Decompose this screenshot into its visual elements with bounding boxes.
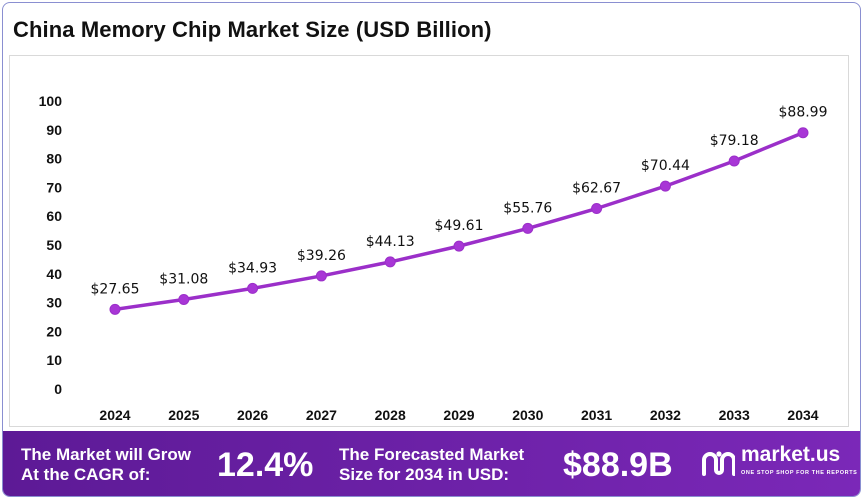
data-point: [178, 293, 190, 305]
cagr-label-line2: At the CAGR of:: [21, 465, 151, 484]
y-tick-label: 50: [46, 237, 62, 253]
y-tick-label: 90: [46, 122, 62, 138]
x-tick-label: 2031: [581, 407, 612, 423]
x-tick-label: 2026: [237, 407, 268, 423]
footer-banner: The Market will Grow At the CAGR of: 12.…: [3, 431, 860, 496]
y-tick-label: 100: [39, 93, 63, 109]
x-tick-label: 2032: [650, 407, 681, 423]
data-label: $27.65: [91, 281, 140, 297]
y-tick-label: 20: [46, 323, 62, 339]
data-point: [591, 203, 603, 215]
x-tick-label: 2034: [787, 407, 818, 423]
x-tick-label: 2030: [512, 407, 543, 423]
y-tick-label: 80: [46, 151, 62, 167]
forecast-label-line2: Size for 2034 in USD:: [339, 465, 510, 484]
data-label: $62.67: [572, 181, 621, 197]
cagr-label-line1: The Market will Grow: [21, 445, 192, 464]
data-point: [247, 282, 259, 294]
x-tick-label: 2027: [306, 407, 337, 423]
x-tick-label: 2028: [375, 407, 406, 423]
data-label: $88.99: [779, 105, 828, 121]
data-point: [315, 270, 327, 282]
logo-name: market.us: [741, 443, 841, 466]
data-point: [453, 240, 465, 252]
forecast-label-line1: The Forecasted Market: [339, 445, 525, 464]
cagr-value: 12.4%: [217, 446, 314, 484]
chart-title: China Memory Chip Market Size (USD Billi…: [13, 17, 492, 42]
data-label: $55.76: [503, 200, 552, 216]
data-label: $31.08: [159, 271, 208, 287]
data-point: [728, 155, 740, 167]
data-label: $34.93: [228, 260, 277, 276]
market-us-logo-icon: [702, 451, 735, 476]
y-tick-label: 60: [46, 208, 62, 224]
logo-tagline: ONE STOP SHOP FOR THE REPORTS: [741, 470, 858, 476]
data-label: $44.13: [366, 234, 415, 250]
data-point: [522, 222, 534, 234]
data-label: $39.26: [297, 248, 346, 264]
y-tick-label: 70: [46, 179, 62, 195]
data-label: $49.61: [435, 218, 484, 234]
chart-area: 0 10 20 30 40 50 60 70 80 90 100 2024 2025 2026 2027 20…: [9, 55, 849, 427]
data-label: $79.18: [710, 133, 759, 149]
y-tick-label: 10: [46, 352, 62, 368]
data-point: [659, 180, 671, 192]
y-tick-label: 40: [46, 266, 62, 282]
data-label: $70.44: [641, 158, 690, 174]
data-point: [797, 127, 809, 139]
x-tick-label: 2029: [443, 407, 474, 423]
y-tick-label: 30: [46, 295, 62, 311]
x-tick-label: 2033: [719, 407, 750, 423]
x-tick-label: 2024: [99, 407, 130, 423]
x-tick-label: 2025: [168, 407, 199, 423]
forecast-value: $88.9B: [563, 446, 673, 484]
data-point: [384, 256, 396, 268]
data-point: [109, 303, 121, 315]
y-tick-label: 0: [54, 381, 62, 397]
